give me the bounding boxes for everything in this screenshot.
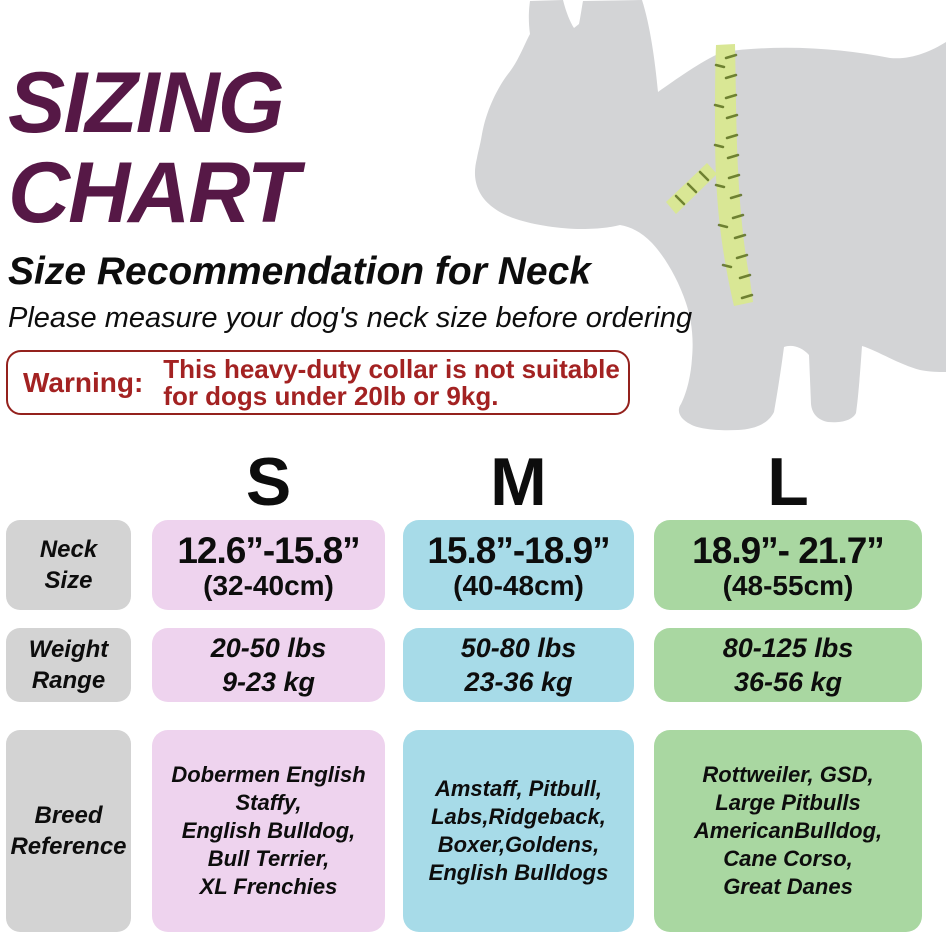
size-header-s: S (245, 444, 292, 520)
breed-list-m: Amstaff, Pitbull, Labs,Ridgeback, Boxer,… (428, 776, 609, 885)
neck-cm-s: (32-40cm) (203, 569, 334, 601)
breed-list-s: Dobermen English Staffy, English Bulldog… (171, 762, 366, 899)
cell-neck-size-m: 15.8”-18.9” (40-48cm) (403, 520, 634, 610)
neck-inches-l: 18.9”- 21.7” (692, 529, 885, 571)
cell-neck-size-s: 12.6”-15.8” (32-40cm) (152, 520, 385, 610)
warning-label: Warning: (23, 366, 144, 398)
tape-tick-marks (674, 53, 754, 300)
weight-kg-l: 36-56 kg (733, 667, 843, 697)
warning-box: Warning: This heavy-duty collar is not s… (6, 350, 630, 415)
cell-breeds-l: Rottweiler, GSD, Large Pitbulls American… (654, 730, 922, 932)
page-title: SIZING CHART (8, 55, 299, 241)
measuring-tape-vertical (715, 44, 753, 306)
breed-list-l: Rottweiler, GSD, Large Pitbulls American… (693, 762, 883, 899)
neck-cm-m: (40-48cm) (453, 569, 584, 601)
subtitle: Size Recommendation for Neck (8, 250, 591, 293)
row-label-neck-size: Neck Size (6, 520, 131, 610)
neck-inches-s: 12.6”-15.8” (177, 529, 360, 571)
weight-lbs-l: 80-125 lbs (722, 633, 854, 663)
cell-weight-m: 50-80 lbs 23-36 kg (403, 628, 634, 702)
row-label-breed-reference: Breed Reference (6, 730, 131, 932)
measure-note: Please measure your dog's neck size befo… (8, 302, 693, 334)
cell-breeds-m: Amstaff, Pitbull, Labs,Ridgeback, Boxer,… (403, 730, 634, 932)
neck-cm-l: (48-55cm) (722, 569, 854, 601)
cell-weight-s: 20-50 lbs 9-23 kg (152, 628, 385, 702)
weight-lbs-s: 20-50 lbs (210, 633, 327, 663)
dog-silhouette-image (474, 0, 946, 431)
weight-kg-m: 23-36 kg (464, 667, 573, 697)
warning-text: This heavy-duty collar is not suitable f… (163, 353, 620, 411)
cell-weight-l: 80-125 lbs 36-56 kg (654, 628, 922, 702)
neck-inches-m: 15.8”-18.9” (427, 529, 610, 571)
weight-kg-s: 9-23 kg (221, 667, 316, 697)
cell-neck-size-l: 18.9”- 21.7” (48-55cm) (654, 520, 922, 610)
size-header-m: M (490, 444, 547, 520)
dog-body-shape (474, 0, 946, 431)
row-label-weight-range: Weight Range (6, 628, 131, 702)
cell-breeds-s: Dobermen English Staffy, English Bulldog… (152, 730, 385, 932)
weight-lbs-m: 50-80 lbs (460, 633, 577, 663)
size-header-l: L (767, 444, 809, 520)
